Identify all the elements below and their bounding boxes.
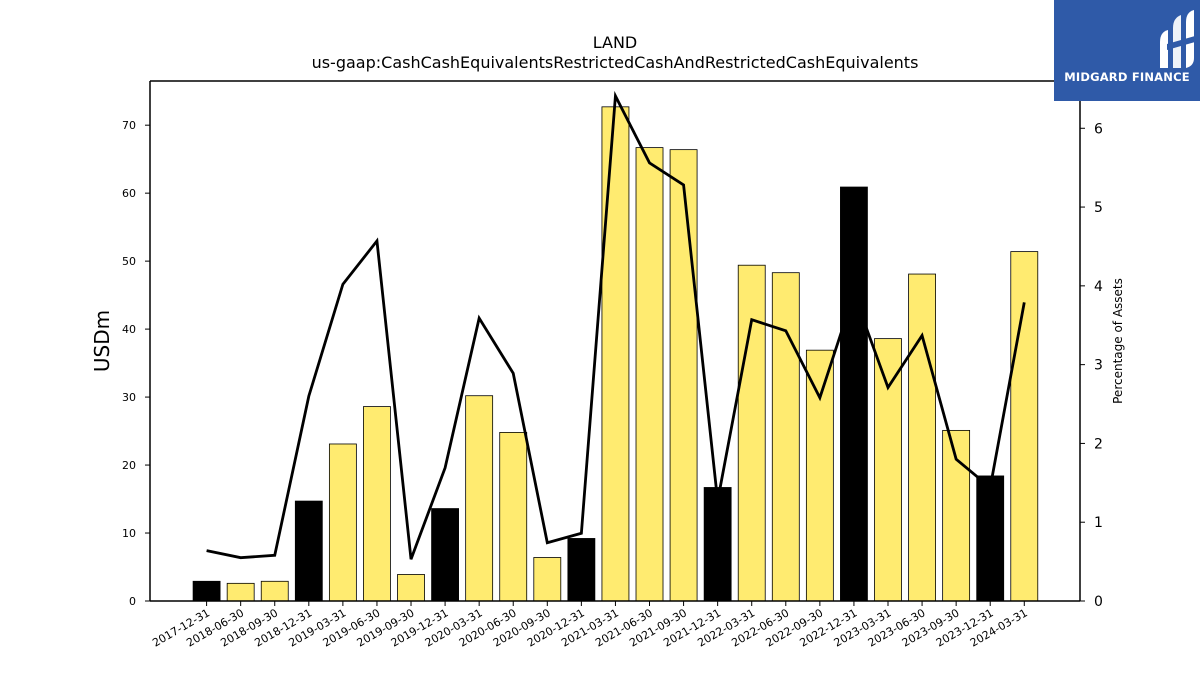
y2-tick-label: 6 <box>1094 121 1103 137</box>
bar-2018-09-30 <box>260 580 289 602</box>
percentage-line <box>206 90 1026 560</box>
line-layer <box>206 90 1026 560</box>
y-tick-label: 30 <box>122 391 136 404</box>
bar-2020-03-31 <box>465 395 494 602</box>
bar-2021-09-30 <box>669 149 698 602</box>
bar-2017-12-31 <box>192 580 221 602</box>
y2-tick-label: 3 <box>1094 358 1103 374</box>
bar-2022-12-31 <box>840 186 868 602</box>
bar-2023-09-30 <box>942 429 971 602</box>
logo-mark-icon <box>1160 10 1195 68</box>
bars-layer <box>192 106 1039 602</box>
bar-2022-03-31 <box>737 264 766 602</box>
y2-tick-label: 2 <box>1094 436 1103 452</box>
logo-text: MIDGARD FINANCE <box>1064 70 1190 84</box>
bar-2019-09-30 <box>397 574 425 602</box>
bar-2019-12-31 <box>431 508 459 602</box>
bar-2022-09-30 <box>805 349 834 602</box>
y-tick-label: 10 <box>122 527 136 540</box>
bar-2020-12-31 <box>567 538 596 602</box>
chart-subtitle: us-gaap:CashCashEquivalentsRestrictedCas… <box>312 53 919 72</box>
bar-2018-06-30 <box>226 582 255 602</box>
y2-tick-label: 0 <box>1094 594 1103 610</box>
y-tick-label: 60 <box>122 187 136 200</box>
bar-2022-06-30 <box>771 272 800 602</box>
y-axis-label: USDm <box>90 310 114 372</box>
y-tick-label: 70 <box>122 119 136 132</box>
bar-2021-12-31 <box>703 487 732 602</box>
y-tick-label: 40 <box>122 323 136 336</box>
brand-logo: MIDGARD FINANCE <box>1054 0 1200 101</box>
bar-2019-06-30 <box>363 406 391 602</box>
y2-tick-label: 5 <box>1094 200 1103 216</box>
y-tick-label: 20 <box>122 459 136 472</box>
y-tick-label: 0 <box>129 595 136 608</box>
bar-2023-06-30 <box>908 273 936 602</box>
bar-2020-06-30 <box>499 432 528 602</box>
bar-2023-12-31 <box>976 475 1005 602</box>
bar-2019-03-31 <box>328 443 357 602</box>
bar-2021-06-30 <box>635 147 664 602</box>
y2-tick-label: 1 <box>1094 515 1103 531</box>
y-tick-label: 50 <box>122 255 136 268</box>
chart-title: LAND <box>593 33 638 52</box>
bar-2020-09-30 <box>533 557 562 602</box>
bar-2018-12-31 <box>294 500 323 602</box>
bar-2021-03-31 <box>601 106 630 602</box>
y2-tick-label: 4 <box>1094 279 1103 295</box>
bar-2023-03-31 <box>874 338 902 602</box>
y2-axis-label: Percentage of Assets <box>1111 278 1125 404</box>
